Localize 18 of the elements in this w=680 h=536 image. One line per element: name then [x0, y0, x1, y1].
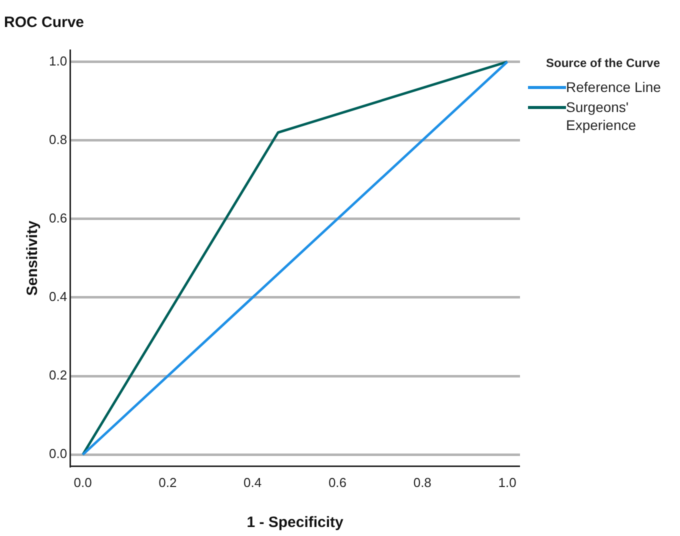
- x-tick-label: 0.0: [74, 474, 92, 490]
- y-tick-label: 1.0: [48, 53, 68, 68]
- y-tick-label: 0.4: [48, 289, 68, 304]
- x-axis-title: 1 - Specificity: [246, 514, 344, 532]
- chart-title: ROC Curve: [4, 14, 84, 32]
- y-tick-label: 0.2: [48, 368, 68, 383]
- x-tick-label: 0.6: [328, 474, 347, 490]
- legend-label: Reference Line: [566, 78, 662, 96]
- x-tick-label: 0.8: [413, 474, 432, 490]
- x-tick-label: 1.0: [498, 474, 516, 490]
- x-tick-label: 0.2: [158, 474, 177, 490]
- legend-title: Source of the Curve: [544, 56, 662, 70]
- y-tick-label: 0.0: [48, 446, 68, 462]
- y-tick-label: 0.6: [48, 210, 68, 226]
- y-tick-label: 0.8: [48, 132, 68, 147]
- legend-label: Surgeons' Experience: [566, 98, 638, 134]
- x-tick-label: 0.4: [244, 474, 262, 490]
- y-axis-title: Sensitivity: [24, 220, 42, 296]
